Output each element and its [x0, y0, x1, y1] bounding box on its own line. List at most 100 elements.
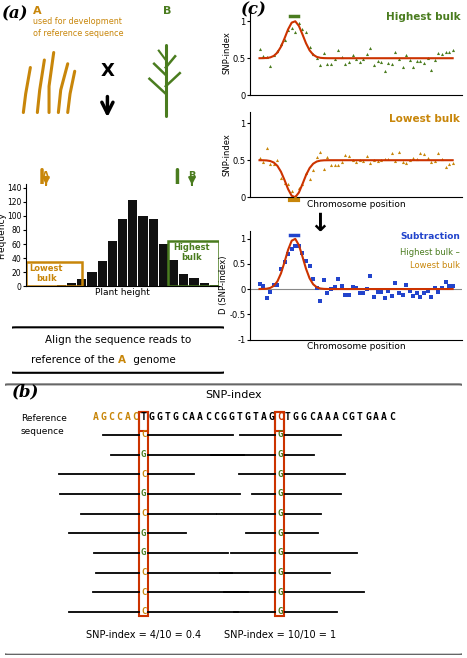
Point — [338, 281, 346, 291]
Point — [374, 155, 381, 166]
Bar — [179, 274, 188, 286]
Point — [406, 55, 413, 65]
Point — [363, 49, 370, 60]
Point — [403, 280, 410, 290]
Text: Reference
sequence: Reference sequence — [21, 415, 67, 436]
Bar — [169, 260, 178, 286]
FancyBboxPatch shape — [9, 327, 226, 373]
Point — [417, 291, 424, 302]
Text: T: T — [165, 412, 170, 422]
Text: C: C — [309, 412, 315, 422]
Bar — [210, 285, 219, 286]
Text: G: G — [277, 470, 283, 479]
Point — [291, 241, 299, 251]
Text: Lowest bulk: Lowest bulk — [389, 114, 460, 124]
Point — [284, 25, 292, 36]
Bar — [190, 278, 198, 286]
Text: A: A — [118, 355, 127, 365]
Point — [338, 157, 346, 168]
X-axis label: Chromosome position: Chromosome position — [307, 200, 405, 209]
Text: G: G — [157, 412, 163, 422]
Text: A: A — [333, 412, 339, 422]
Point — [442, 47, 449, 58]
Point — [399, 61, 406, 72]
Point — [420, 57, 428, 68]
Point — [406, 155, 413, 165]
Text: G: G — [293, 412, 299, 422]
Point — [320, 274, 328, 285]
Point — [299, 247, 306, 258]
Bar — [108, 241, 117, 286]
Point — [317, 295, 324, 306]
Text: T: T — [357, 412, 363, 422]
Point — [363, 151, 370, 161]
Y-axis label: SNP-index: SNP-index — [222, 133, 231, 176]
Text: G: G — [277, 450, 283, 459]
Point — [395, 54, 403, 64]
Point — [291, 191, 299, 201]
Point — [263, 292, 270, 303]
Point — [413, 56, 421, 66]
Y-axis label: Frequency: Frequency — [0, 212, 6, 259]
Bar — [67, 284, 76, 286]
Point — [356, 288, 363, 298]
Point — [310, 164, 317, 175]
Text: G: G — [277, 588, 283, 597]
Point — [338, 52, 346, 63]
Point — [377, 287, 385, 297]
Point — [360, 155, 367, 166]
Text: G: G — [277, 490, 283, 498]
Text: C: C — [133, 412, 139, 422]
Point — [392, 278, 399, 288]
Point — [446, 159, 453, 169]
Point — [320, 47, 328, 58]
Point — [345, 57, 353, 67]
Point — [381, 154, 389, 164]
Point — [259, 50, 267, 61]
Point — [274, 155, 281, 165]
Text: A: A — [317, 412, 323, 422]
Text: G: G — [245, 412, 251, 422]
X-axis label: Chromosome position: Chromosome position — [307, 342, 405, 351]
Point — [353, 54, 360, 64]
Text: B: B — [188, 170, 196, 181]
Point — [384, 154, 392, 164]
Point — [417, 56, 424, 66]
Bar — [57, 285, 66, 286]
Point — [277, 173, 285, 184]
Point — [392, 47, 399, 58]
Text: G: G — [269, 412, 275, 422]
Text: G: G — [301, 412, 307, 422]
Point — [310, 274, 317, 284]
Point — [442, 162, 449, 172]
Point — [449, 280, 456, 291]
Point — [349, 50, 356, 61]
Point — [256, 279, 263, 290]
Point — [353, 157, 360, 167]
Point — [420, 149, 428, 159]
Text: Highest bulk: Highest bulk — [386, 13, 460, 22]
Point — [438, 282, 446, 293]
Text: reference of the: reference of the — [31, 355, 118, 365]
Bar — [128, 200, 137, 286]
Point — [295, 183, 303, 193]
Point — [427, 291, 435, 302]
Point — [403, 157, 410, 168]
Bar — [199, 283, 209, 286]
Text: C: C — [205, 412, 211, 422]
Point — [353, 282, 360, 293]
Bar — [276, 412, 284, 617]
Point — [435, 47, 442, 58]
Point — [384, 58, 392, 68]
Point — [281, 257, 288, 267]
Text: G: G — [141, 450, 146, 459]
Point — [381, 293, 389, 303]
Point — [356, 155, 363, 165]
Text: G: G — [365, 412, 371, 422]
Text: T: T — [253, 412, 259, 422]
Point — [449, 158, 456, 168]
Point — [420, 288, 428, 299]
Text: C: C — [141, 588, 146, 597]
Text: A: A — [197, 412, 203, 422]
Point — [327, 160, 335, 170]
